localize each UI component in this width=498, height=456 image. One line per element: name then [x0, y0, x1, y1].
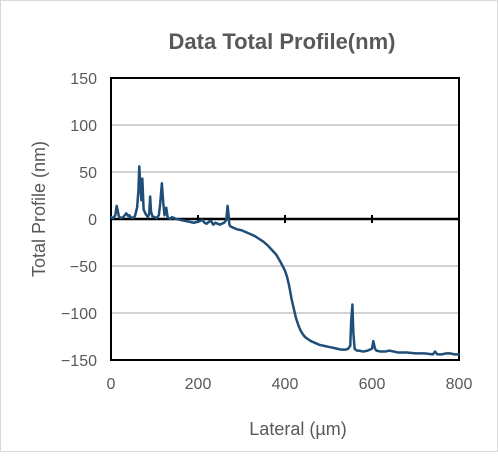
chart-title: Data Total Profile(nm) — [169, 29, 396, 54]
tick-labels: 150 100 50 0 −50 −100 −150 0 200 400 600 800 — [61, 71, 472, 393]
y-tick-label: −150 — [61, 353, 97, 370]
y-tick-label: −50 — [70, 259, 97, 276]
series-line — [109, 165, 461, 356]
y-tick-label: 50 — [79, 165, 97, 182]
x-tick-label: 400 — [272, 376, 299, 393]
x-axis-title: Lateral (µm) — [249, 419, 346, 439]
x-tick-label: 600 — [359, 376, 386, 393]
y-axis-title: Total Profile (nm) — [29, 141, 49, 277]
plot-area — [109, 165, 461, 356]
y-tick-label: 150 — [70, 71, 97, 88]
x-tick-label: 0 — [107, 376, 116, 393]
axes — [110, 77, 460, 361]
y-tick-label: 100 — [70, 118, 97, 135]
y-tick-label: 0 — [88, 212, 97, 229]
x-tick-label: 200 — [185, 376, 212, 393]
x-tick-label: 800 — [446, 376, 473, 393]
y-tick-label: −100 — [61, 306, 97, 323]
